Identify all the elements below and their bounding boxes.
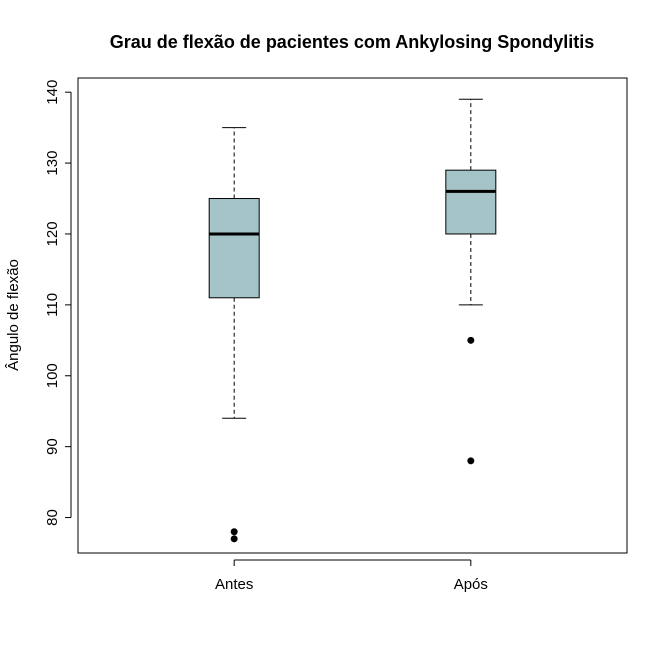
outlier-point [230, 528, 238, 536]
plot-frame [77, 77, 628, 554]
x-tick-label: Antes [215, 576, 253, 593]
y-tick-label: 140 [44, 80, 61, 105]
y-tick-label: 100 [44, 363, 61, 388]
y-tick-label: 90 [44, 438, 61, 455]
chart-title: Grau de flexão de pacientes com Ankylosi… [110, 32, 594, 52]
outlier-point [467, 336, 475, 344]
outlier-point [230, 535, 238, 543]
y-tick-label: 80 [44, 509, 61, 526]
y-axis-label: Ângulo de flexão [5, 259, 22, 371]
x-tick-label: Após [454, 576, 488, 593]
box [208, 198, 260, 299]
outlier-point [467, 457, 475, 465]
box-group [208, 127, 260, 543]
y-tick-label: 110 [44, 293, 61, 317]
x-axis: Antes Após [215, 559, 488, 593]
box [445, 169, 497, 235]
boxes [208, 98, 497, 543]
box-group [445, 98, 497, 465]
y-tick-label: 130 [44, 151, 61, 176]
y-tick-label: 120 [44, 221, 61, 246]
y-axis: 80 90 100 110 120 130 140 [44, 80, 72, 526]
